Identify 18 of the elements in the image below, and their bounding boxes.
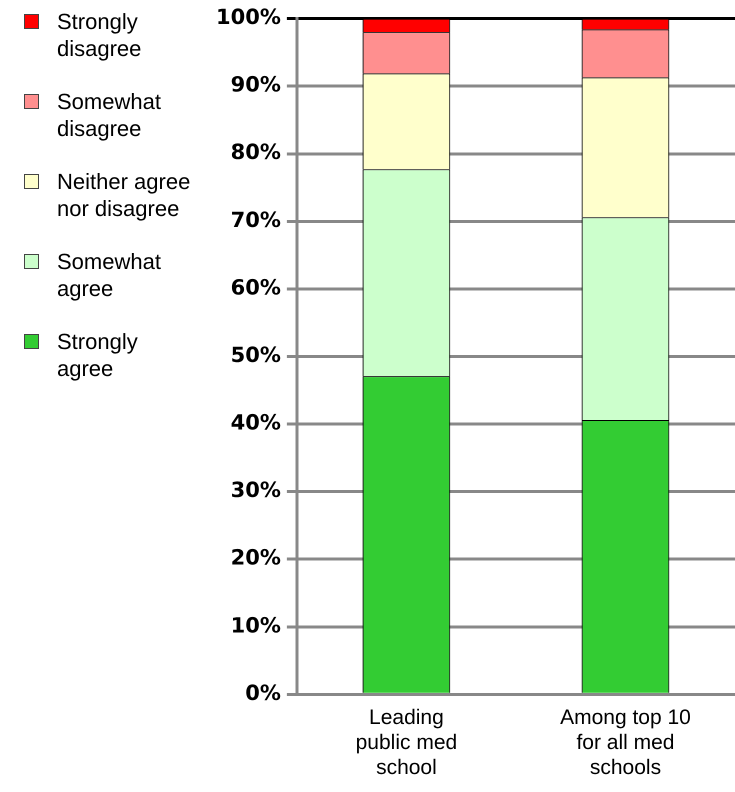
y-tick-label: 80%	[230, 140, 281, 164]
y-tick-label: 30%	[230, 478, 281, 502]
y-tick-label: 0%	[245, 680, 281, 705]
x-tick-label: Leading public med school	[356, 706, 458, 780]
legend-label: Somewhat agree	[57, 248, 162, 302]
y-tick-label: 100%	[216, 5, 281, 30]
y-tick-label: 40%	[230, 410, 281, 435]
y-tick-label: 90%	[230, 72, 281, 97]
y-tick-label: 50%	[230, 342, 281, 367]
x-tick-label: Among top 10 for all med schools	[560, 706, 691, 780]
legend-label: Strongly agree	[57, 328, 139, 382]
y-tick-label: 20%	[230, 546, 281, 570]
y-tick-label: 10%	[230, 613, 281, 638]
y-tick-label: 70%	[230, 208, 281, 232]
legend-label: Strongly disagree	[57, 8, 142, 62]
y-tick-label: 60%	[230, 275, 281, 300]
legend-label: Somewhat disagree	[57, 88, 162, 142]
legend-label: Neither agree nor disagree	[57, 168, 192, 222]
